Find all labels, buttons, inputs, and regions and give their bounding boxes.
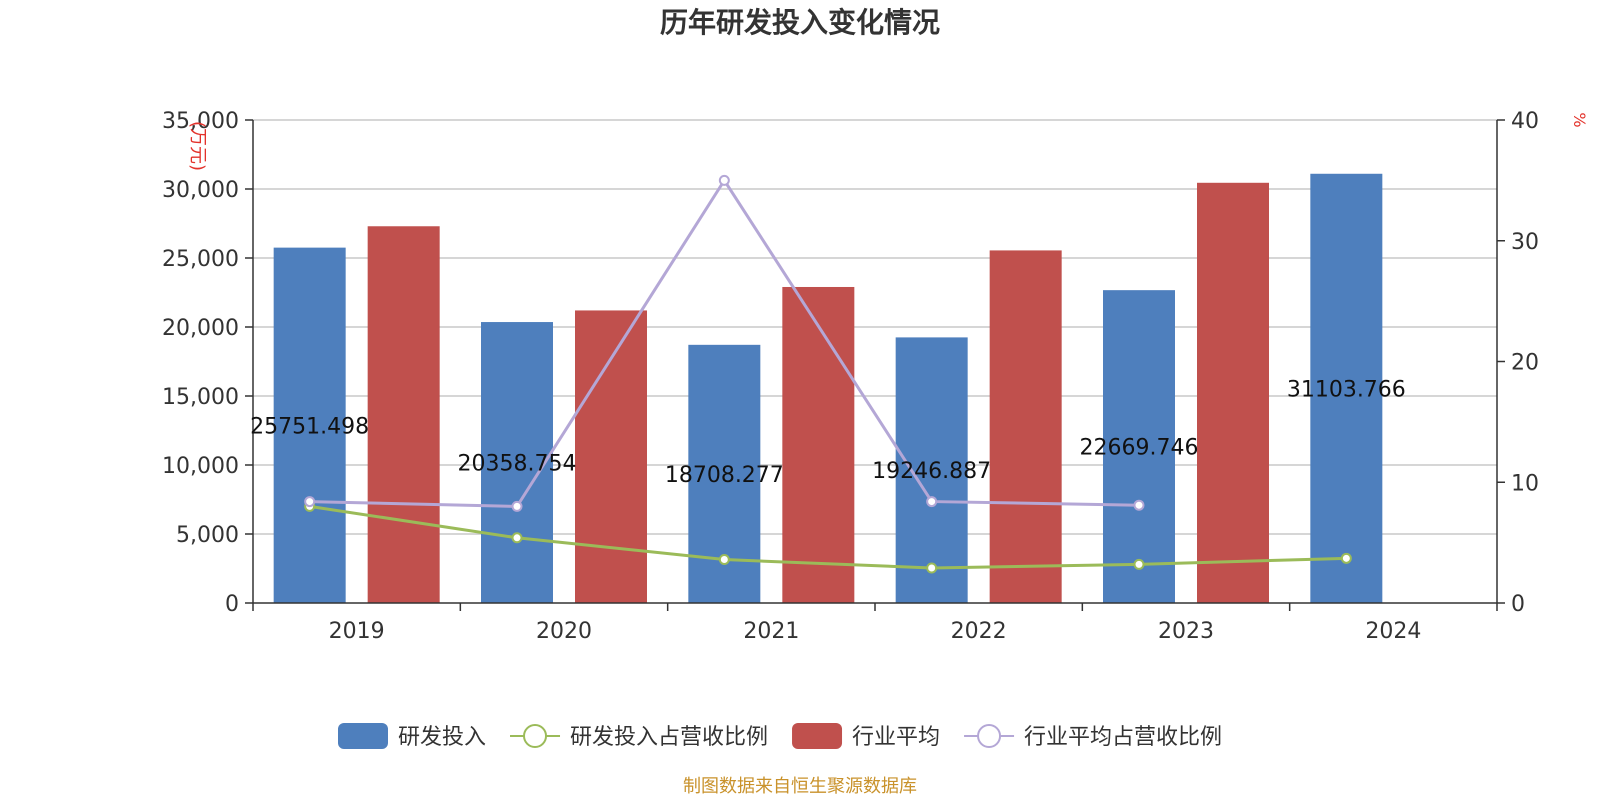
bar-industry-average	[989, 250, 1062, 603]
left-axis-unit: (万元)	[187, 121, 208, 171]
legend-swatch-marker	[523, 724, 548, 748]
bar-rd-investment	[895, 337, 968, 603]
bar-series	[273, 173, 1383, 604]
line-point	[718, 554, 730, 566]
legend-label: 行业平均占营收比例	[1024, 725, 1222, 750]
bar-rd-investment	[1310, 173, 1383, 603]
left-axis-tick-label: 5,000	[176, 523, 239, 548]
bar-industry-average	[782, 286, 855, 603]
line-point	[926, 562, 938, 574]
chart-title: 历年研发投入变化情况	[660, 6, 940, 39]
line-point	[718, 174, 730, 186]
right-axis-tick-label: 30	[1511, 230, 1539, 255]
x-axis-tick-label: 2022	[951, 619, 1007, 644]
grid-lines	[253, 119, 1497, 535]
legend-swatch-marker	[977, 724, 1002, 748]
legend-label: 研发投入占营收比例	[570, 725, 768, 750]
bar-value-label: 19246.887	[872, 459, 991, 484]
left-axis-tick-label: 35,000	[162, 109, 239, 134]
right-axis-tick-label: 40	[1511, 109, 1539, 134]
line-point	[1340, 552, 1352, 564]
left-axis-tick-label: 15,000	[162, 385, 239, 410]
right-axis-tick-label: 0	[1511, 592, 1525, 617]
bar-industry-average	[367, 226, 440, 603]
x-axis-tick-label: 2021	[743, 619, 799, 644]
left-axis-tick-label: 30,000	[162, 178, 239, 203]
x-axis-tick-label: 2020	[536, 619, 592, 644]
bar-industry-average	[575, 310, 647, 603]
bar-value-label: 31103.766	[1287, 377, 1406, 402]
bar-value-label: 25751.498	[250, 414, 369, 439]
bar-rd-investment	[1103, 290, 1175, 603]
right-axis-tick-label: 20	[1511, 351, 1539, 376]
bar-rd-investment	[273, 247, 346, 603]
right-axis-unit: %	[1570, 112, 1589, 127]
line-point	[1133, 558, 1145, 570]
line-point	[1133, 499, 1145, 511]
source-note: 制图数据来自恒生聚源数据库	[683, 776, 917, 797]
axes: 0 5,000 10,000 15,000 20,000 25,000 30,000 35,0…	[162, 109, 1539, 644]
legend: 研发投入 研发投入占营收比例 行业平均 行业平均占营收比例	[338, 723, 1222, 750]
left-axis-tick-label: 25,000	[162, 247, 239, 272]
legend-swatch-bar	[792, 723, 843, 749]
bar-rd-investment	[481, 322, 553, 603]
left-axis-tick-label: 0	[225, 592, 239, 617]
line-point	[511, 532, 523, 544]
line-point	[511, 500, 523, 512]
line-series	[304, 174, 1352, 574]
line-point	[926, 496, 938, 508]
legend-swatch-bar	[338, 723, 388, 749]
x-axis-tick-label: 2019	[329, 619, 385, 644]
left-axis-tick-label: 20,000	[162, 316, 239, 341]
legend-label: 研发投入	[398, 725, 486, 750]
right-axis-tick-label: 10	[1511, 471, 1539, 496]
line-rd-ratio	[309, 504, 1347, 570]
x-axis-tick-label: 2024	[1365, 619, 1421, 644]
bar-value-label: 20358.754	[458, 452, 577, 477]
left-axis-tick-label: 10,000	[162, 454, 239, 479]
bar-value-label: 22669.746	[1080, 436, 1199, 461]
bar-value-label: 18708.277	[665, 463, 784, 488]
data-labels: 25751.498 20358.754 18708.277 19246.887 2266…	[250, 377, 1406, 488]
x-axis-tick-label: 2023	[1158, 619, 1214, 644]
line-point	[304, 496, 316, 508]
bar-industry-average	[1197, 182, 1269, 604]
legend-label: 行业平均	[852, 725, 940, 750]
